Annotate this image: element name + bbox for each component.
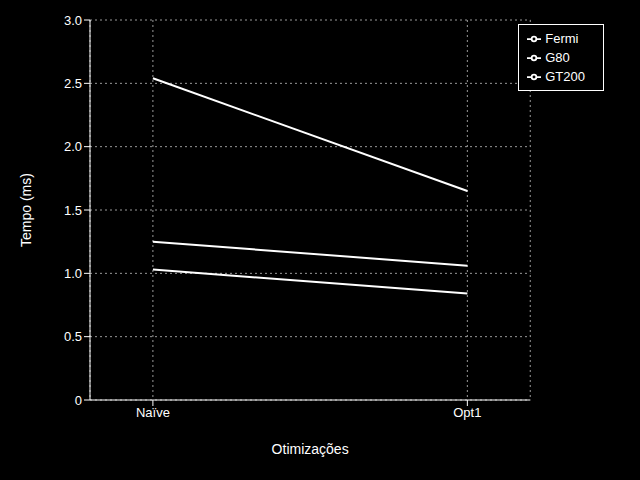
svg-text:Opt1: Opt1 <box>453 405 481 420</box>
svg-text:Naïve: Naïve <box>136 405 170 420</box>
svg-text:2.0: 2.0 <box>64 139 82 154</box>
html-text:GT200: GT200 <box>545 69 585 84</box>
svg-text:1.5: 1.5 <box>64 203 82 218</box>
html-text:G80: G80 <box>545 50 570 65</box>
html-text:Fermi: Fermi <box>545 31 579 46</box>
svg-text:3.0: 3.0 <box>64 13 82 28</box>
svg-text:0: 0 <box>75 393 82 408</box>
svg-text:Tempo (ms): Tempo (ms) <box>18 173 34 247</box>
svg-text:Otimizações: Otimizações <box>272 441 349 457</box>
svg-text:2.5: 2.5 <box>64 76 82 91</box>
svg-text:1.0: 1.0 <box>64 266 82 281</box>
svg-text:0.5: 0.5 <box>64 329 82 344</box>
